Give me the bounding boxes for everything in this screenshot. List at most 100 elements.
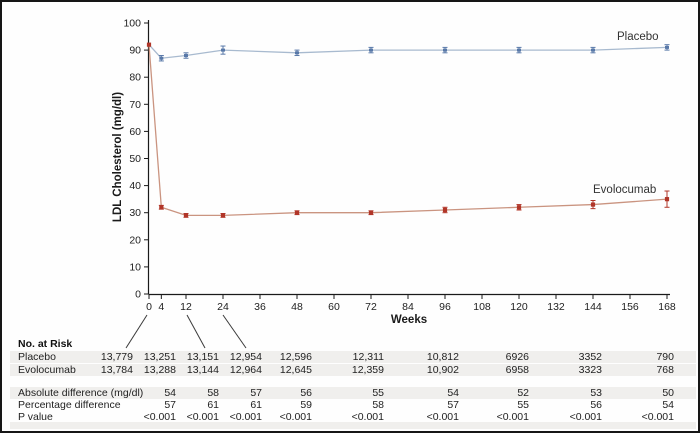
x-tick-label: 144 <box>584 301 602 313</box>
evolocumab-marker <box>146 42 152 47</box>
table-row: Absolute difference (mg/dl) 54 58 57 56 55 54 5… <box>2 386 698 399</box>
x-tick-label: 12 <box>180 301 192 313</box>
row-band <box>10 351 696 363</box>
leader-line <box>186 314 206 349</box>
table-cell: <0.001 <box>143 410 176 423</box>
x-tick-label: 96 <box>439 301 451 313</box>
table-cell: <0.001 <box>569 410 602 423</box>
row-band <box>10 363 696 376</box>
row-label: P value <box>18 410 53 423</box>
evolocumab-marker <box>159 205 164 210</box>
table-cell: 57 <box>164 398 176 411</box>
table-cell: 13,251 <box>143 351 176 363</box>
placebo-marker <box>591 48 595 52</box>
row-label: Evolocumab <box>18 363 76 376</box>
table-row: Percentage difference 57 61 61 59 58 57 55 56 54 <box>2 398 698 411</box>
evolocumab-marker <box>664 197 670 202</box>
table-cell: 13,151 <box>186 351 219 363</box>
y-tick-label: 90 <box>129 45 141 57</box>
evolocumab-marker <box>590 202 596 207</box>
table-cell: 6926 <box>505 351 529 363</box>
x-tick-label: 132 <box>547 301 565 313</box>
row-label: Absolute difference (mg/dl) <box>18 386 144 399</box>
table-cell: 50 <box>662 386 674 399</box>
table-cell: 10,902 <box>426 363 459 376</box>
y-tick-label: 100 <box>123 18 141 30</box>
x-tick-label: 72 <box>365 301 377 313</box>
table-cell: 57 <box>447 398 459 411</box>
y-tick-label: 0 <box>135 289 141 301</box>
placebo-marker <box>159 56 164 60</box>
placebo-series-label: Placebo <box>617 31 659 43</box>
x-tick-label: 156 <box>621 301 639 313</box>
table-cell: 3323 <box>578 363 602 376</box>
y-tick-label: 40 <box>129 180 141 192</box>
table-cell: 768 <box>656 363 674 376</box>
x-tick-label: 168 <box>658 301 676 313</box>
table-cell: 52 <box>517 386 529 399</box>
table-cell: 12,645 <box>279 363 312 376</box>
table-cell: <0.001 <box>641 410 674 423</box>
table-cell: 54 <box>662 398 674 411</box>
table-cell: <0.001 <box>186 410 219 423</box>
placebo-marker <box>369 48 373 52</box>
y-tick-label: 60 <box>129 126 141 138</box>
table-cell: 54 <box>447 386 459 399</box>
table-row: Evolocumab 13,784 13,288 13,144 12,964 12,645… <box>2 363 698 376</box>
table-cell: 13,144 <box>186 363 219 376</box>
leader-line <box>222 314 247 349</box>
y-tick-label: 70 <box>129 99 141 111</box>
table-cell: 61 <box>250 398 262 411</box>
table-cell: 54 <box>164 386 176 399</box>
evolocumab-marker <box>294 210 300 215</box>
row-label: Placebo <box>18 351 56 363</box>
evolocumab-series-label: Evolocumab <box>593 184 657 196</box>
table-cell: 59 <box>300 398 312 411</box>
table-cell: <0.001 <box>426 410 459 423</box>
row-band <box>10 386 696 399</box>
x-tick-label: 120 <box>510 301 528 313</box>
table-cell: 57 <box>250 386 262 399</box>
table-cell: 12,964 <box>229 363 262 376</box>
x-tick-label: 36 <box>254 301 266 313</box>
table-row: P value <0.001 <0.001 <0.001 <0.001 <0.001 <0.… <box>2 410 698 423</box>
y-tick-label: 80 <box>129 72 141 84</box>
table-cell: <0.001 <box>279 410 312 423</box>
bottom-row-band <box>10 422 696 429</box>
x-tick-label: 0 <box>146 301 152 313</box>
table-row: Placebo 13,779 13,251 13,151 12,954 12,596 12,… <box>2 351 698 363</box>
placebo-marker <box>295 51 299 55</box>
row-label: Percentage difference <box>18 398 121 411</box>
x-axis-title: Weeks <box>390 314 428 326</box>
table-cell: 56 <box>300 386 312 399</box>
table-cell: 61 <box>207 398 219 411</box>
x-tick-label: 24 <box>217 301 229 313</box>
table-cell: 13,779 <box>100 351 133 363</box>
evolocumab-marker <box>183 213 189 218</box>
x-tick-label: 4 <box>158 301 164 313</box>
x-tick-label: 84 <box>402 301 414 313</box>
leader-line <box>125 314 148 349</box>
evolocumab-line <box>148 44 668 217</box>
placebo-marker <box>221 48 225 52</box>
table-cell: 790 <box>656 351 674 363</box>
table-cell: 13,288 <box>143 363 176 376</box>
evolocumab-marker <box>442 207 448 213</box>
placebo-marker <box>184 54 188 58</box>
table-cell: 12,359 <box>351 363 384 376</box>
placebo-line <box>148 44 668 59</box>
x-tick-label: 60 <box>328 301 340 313</box>
table-cell: 10,812 <box>426 351 459 363</box>
evolocumab-marker <box>516 205 522 210</box>
table-cell: 12,311 <box>352 351 384 363</box>
table-cell: 12,954 <box>229 351 262 363</box>
table-cell: <0.001 <box>351 410 384 423</box>
y-tick-label: 30 <box>129 207 141 219</box>
x-tick-label: 48 <box>291 301 303 313</box>
table-cell: 58 <box>207 386 219 399</box>
evolocumab-marker <box>368 210 374 215</box>
table-cell: 3352 <box>578 351 602 363</box>
table-cell: 53 <box>590 386 602 399</box>
